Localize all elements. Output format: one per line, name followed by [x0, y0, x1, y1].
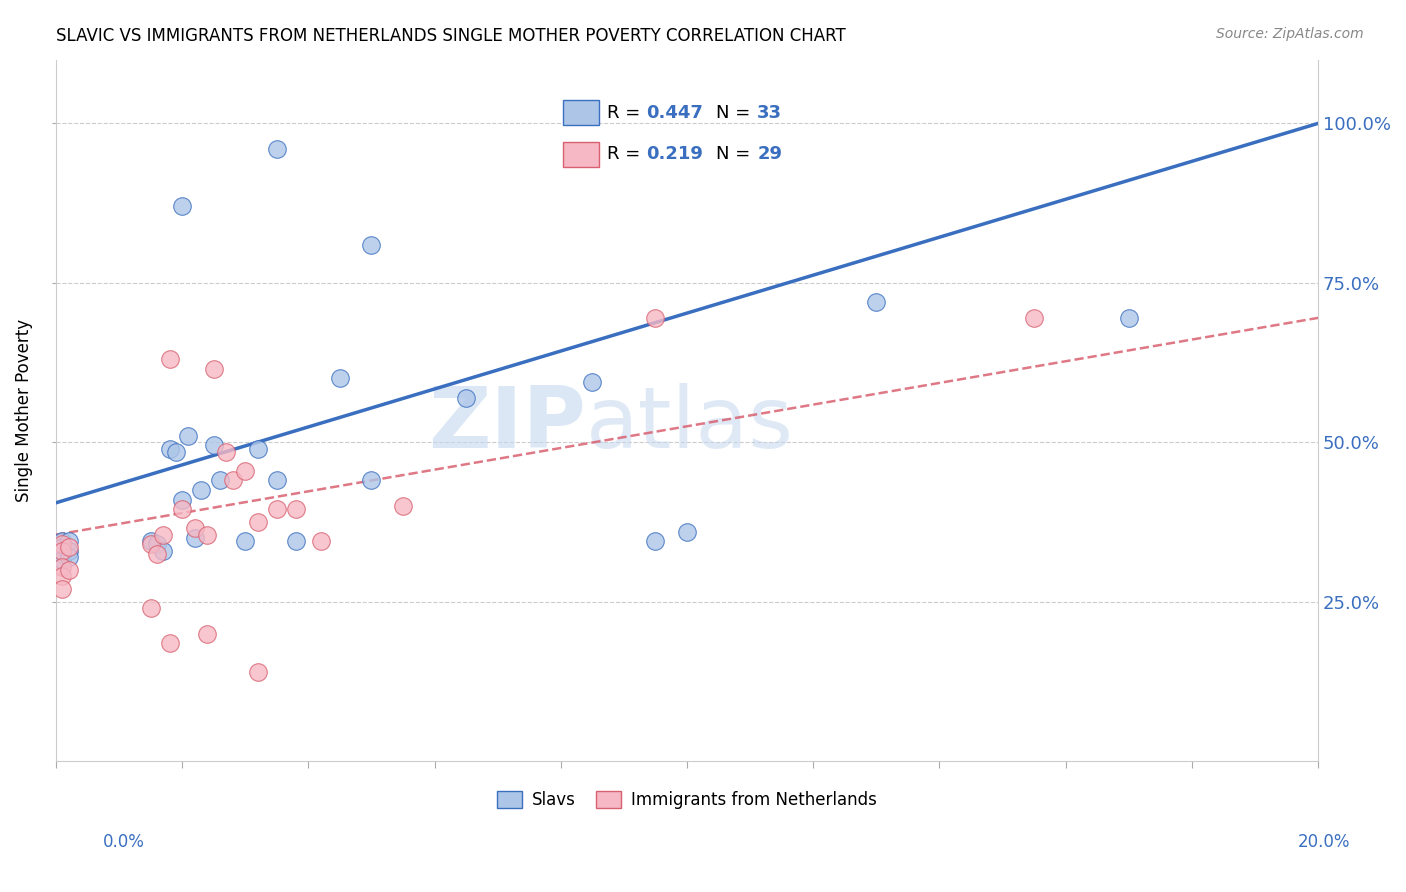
Point: [51, 569, 73, 583]
Point: [865, 294, 887, 309]
Point: [215, 444, 238, 458]
Point: [58, 534, 80, 549]
Point: [392, 499, 415, 513]
Point: [159, 636, 181, 650]
Point: [246, 665, 269, 679]
Point: [172, 492, 194, 507]
Point: [51, 547, 73, 561]
Point: [172, 502, 194, 516]
Point: [146, 537, 169, 551]
Point: [1118, 310, 1140, 325]
Point: [184, 531, 207, 545]
Point: [246, 515, 269, 529]
Point: [202, 362, 225, 376]
Point: [284, 502, 307, 516]
Point: [309, 534, 332, 549]
Point: [195, 626, 218, 640]
Text: atlas: atlas: [586, 383, 794, 466]
Text: ZIP: ZIP: [429, 383, 586, 466]
Point: [172, 199, 194, 213]
Point: [58, 549, 80, 564]
Point: [233, 464, 256, 478]
Text: 20.0%: 20.0%: [1298, 833, 1350, 851]
Legend: Slavs, Immigrants from Netherlands: Slavs, Immigrants from Netherlands: [491, 784, 883, 816]
Point: [152, 527, 174, 541]
Point: [233, 534, 256, 549]
Point: [202, 438, 225, 452]
Point: [644, 534, 666, 549]
Point: [1024, 310, 1046, 325]
Point: [51, 559, 73, 574]
Point: [51, 582, 73, 596]
Point: [284, 534, 307, 549]
Point: [360, 474, 382, 488]
Point: [139, 534, 162, 549]
Point: [139, 537, 162, 551]
Point: [456, 391, 478, 405]
Point: [51, 553, 73, 567]
Point: [329, 371, 352, 385]
Point: [159, 352, 181, 367]
Point: [184, 521, 207, 535]
Point: [51, 541, 73, 555]
Point: [266, 474, 288, 488]
Point: [165, 444, 187, 458]
Point: [152, 543, 174, 558]
Text: Source: ZipAtlas.com: Source: ZipAtlas.com: [1216, 27, 1364, 41]
Point: [246, 442, 269, 456]
Text: SLAVIC VS IMMIGRANTS FROM NETHERLANDS SINGLE MOTHER POVERTY CORRELATION CHART: SLAVIC VS IMMIGRANTS FROM NETHERLANDS SI…: [56, 27, 846, 45]
Point: [195, 527, 218, 541]
Point: [221, 474, 243, 488]
Point: [190, 483, 212, 497]
Point: [266, 502, 288, 516]
Point: [51, 543, 73, 558]
Text: 0.0%: 0.0%: [103, 833, 145, 851]
Point: [581, 375, 603, 389]
Point: [266, 142, 288, 156]
Point: [139, 601, 162, 615]
Point: [177, 429, 200, 443]
Point: [51, 537, 73, 551]
Point: [58, 543, 80, 558]
Point: [51, 534, 73, 549]
Point: [676, 524, 699, 539]
Point: [208, 474, 231, 488]
Point: [360, 237, 382, 252]
Point: [146, 547, 169, 561]
Point: [58, 541, 80, 555]
Point: [159, 442, 181, 456]
Y-axis label: Single Mother Poverty: Single Mother Poverty: [15, 318, 32, 502]
Point: [58, 563, 80, 577]
Point: [644, 310, 666, 325]
